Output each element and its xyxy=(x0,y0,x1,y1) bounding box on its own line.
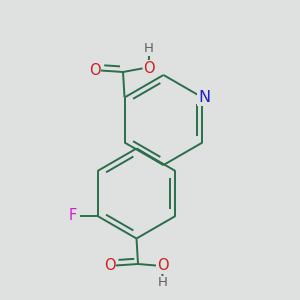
Text: O: O xyxy=(89,63,100,78)
Text: O: O xyxy=(143,61,155,76)
Text: O: O xyxy=(157,258,168,273)
Text: F: F xyxy=(69,208,77,224)
Text: N: N xyxy=(198,90,210,105)
Text: H: H xyxy=(158,276,167,290)
Text: O: O xyxy=(104,258,115,273)
Text: H: H xyxy=(144,42,154,56)
